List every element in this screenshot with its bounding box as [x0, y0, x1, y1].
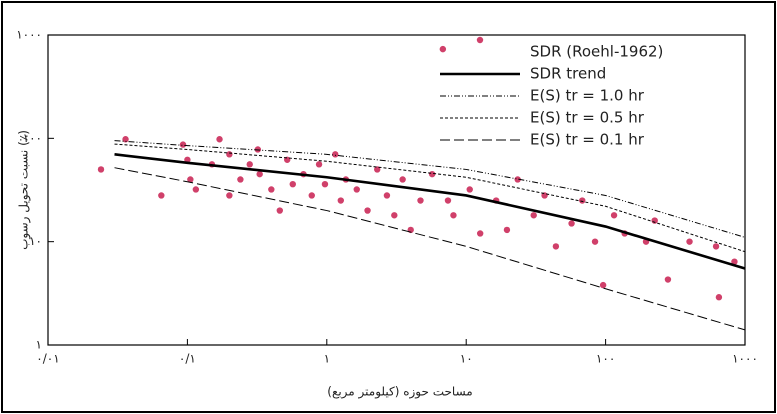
chart: نسبت تحویل رسوب (٪) مساحت حوزه (کیلومتر …: [0, 0, 777, 414]
data-point: [713, 243, 719, 249]
data-point: [332, 151, 338, 157]
data-point: [592, 238, 598, 244]
x-tick-label: ۰/۰۱: [36, 352, 59, 366]
x-tick-label: ۱۰: [460, 352, 473, 366]
data-point: [579, 197, 585, 203]
data-point: [290, 181, 296, 187]
data-point: [180, 141, 186, 147]
data-point: [216, 136, 222, 142]
y-tick-label: ۱۰: [29, 234, 42, 248]
x-tick-label: ۱۰۰۰: [732, 352, 758, 366]
data-point: [440, 46, 446, 52]
x-tick-label: ۱۰۰: [596, 352, 615, 366]
data-point: [338, 197, 344, 203]
data-point: [467, 186, 473, 192]
data-point: [256, 171, 262, 177]
data-point: [193, 186, 199, 192]
legend-label: SDR (Roehl-1962): [530, 43, 663, 61]
y-tick-label: ۱: [36, 338, 42, 352]
data-point: [322, 181, 328, 187]
data-point: [553, 243, 559, 249]
y-axis-label: نسبت تحویل رسوب (٪): [17, 130, 32, 250]
data-point: [611, 212, 617, 218]
data-point: [226, 192, 232, 198]
data-point: [316, 161, 322, 167]
legend-label: SDR trend: [530, 65, 606, 83]
y-tick-label: ۱۰۰: [23, 131, 42, 145]
data-point: [399, 176, 405, 182]
data-point: [568, 220, 574, 226]
legend-marker: [477, 37, 483, 43]
data-point: [247, 161, 253, 167]
data-point: [531, 212, 537, 218]
data-point: [309, 192, 315, 198]
data-point: [268, 186, 274, 192]
data-point: [445, 197, 451, 203]
data-point: [651, 217, 657, 223]
data-point: [391, 212, 397, 218]
x-tick-label: ۰/۱: [179, 352, 196, 366]
data-point: [226, 151, 232, 157]
data-point: [364, 207, 370, 213]
data-point: [417, 197, 423, 203]
legend-label: E(S) tr = 1.0 hr: [530, 87, 645, 105]
data-point: [354, 186, 360, 192]
data-point: [450, 212, 456, 218]
data-point: [600, 282, 606, 288]
y-tick-label: ۱۰۰۰: [16, 28, 42, 42]
data-point: [98, 166, 104, 172]
data-point: [716, 294, 722, 300]
data-point: [477, 230, 483, 236]
x-axis-label: مساحت حوزه (کیلومتر مربع): [327, 385, 472, 400]
x-tick-label: ۱: [324, 352, 330, 366]
data-point: [665, 276, 671, 282]
data-point: [277, 207, 283, 213]
legend-label: E(S) tr = 0.1 hr: [530, 131, 645, 149]
legend-label: E(S) tr = 0.5 hr: [530, 109, 645, 127]
data-point: [686, 238, 692, 244]
data-point: [384, 192, 390, 198]
data-point: [237, 176, 243, 182]
data-point: [504, 227, 510, 233]
data-point: [158, 192, 164, 198]
data-point: [429, 171, 435, 177]
frame: [2, 2, 775, 412]
